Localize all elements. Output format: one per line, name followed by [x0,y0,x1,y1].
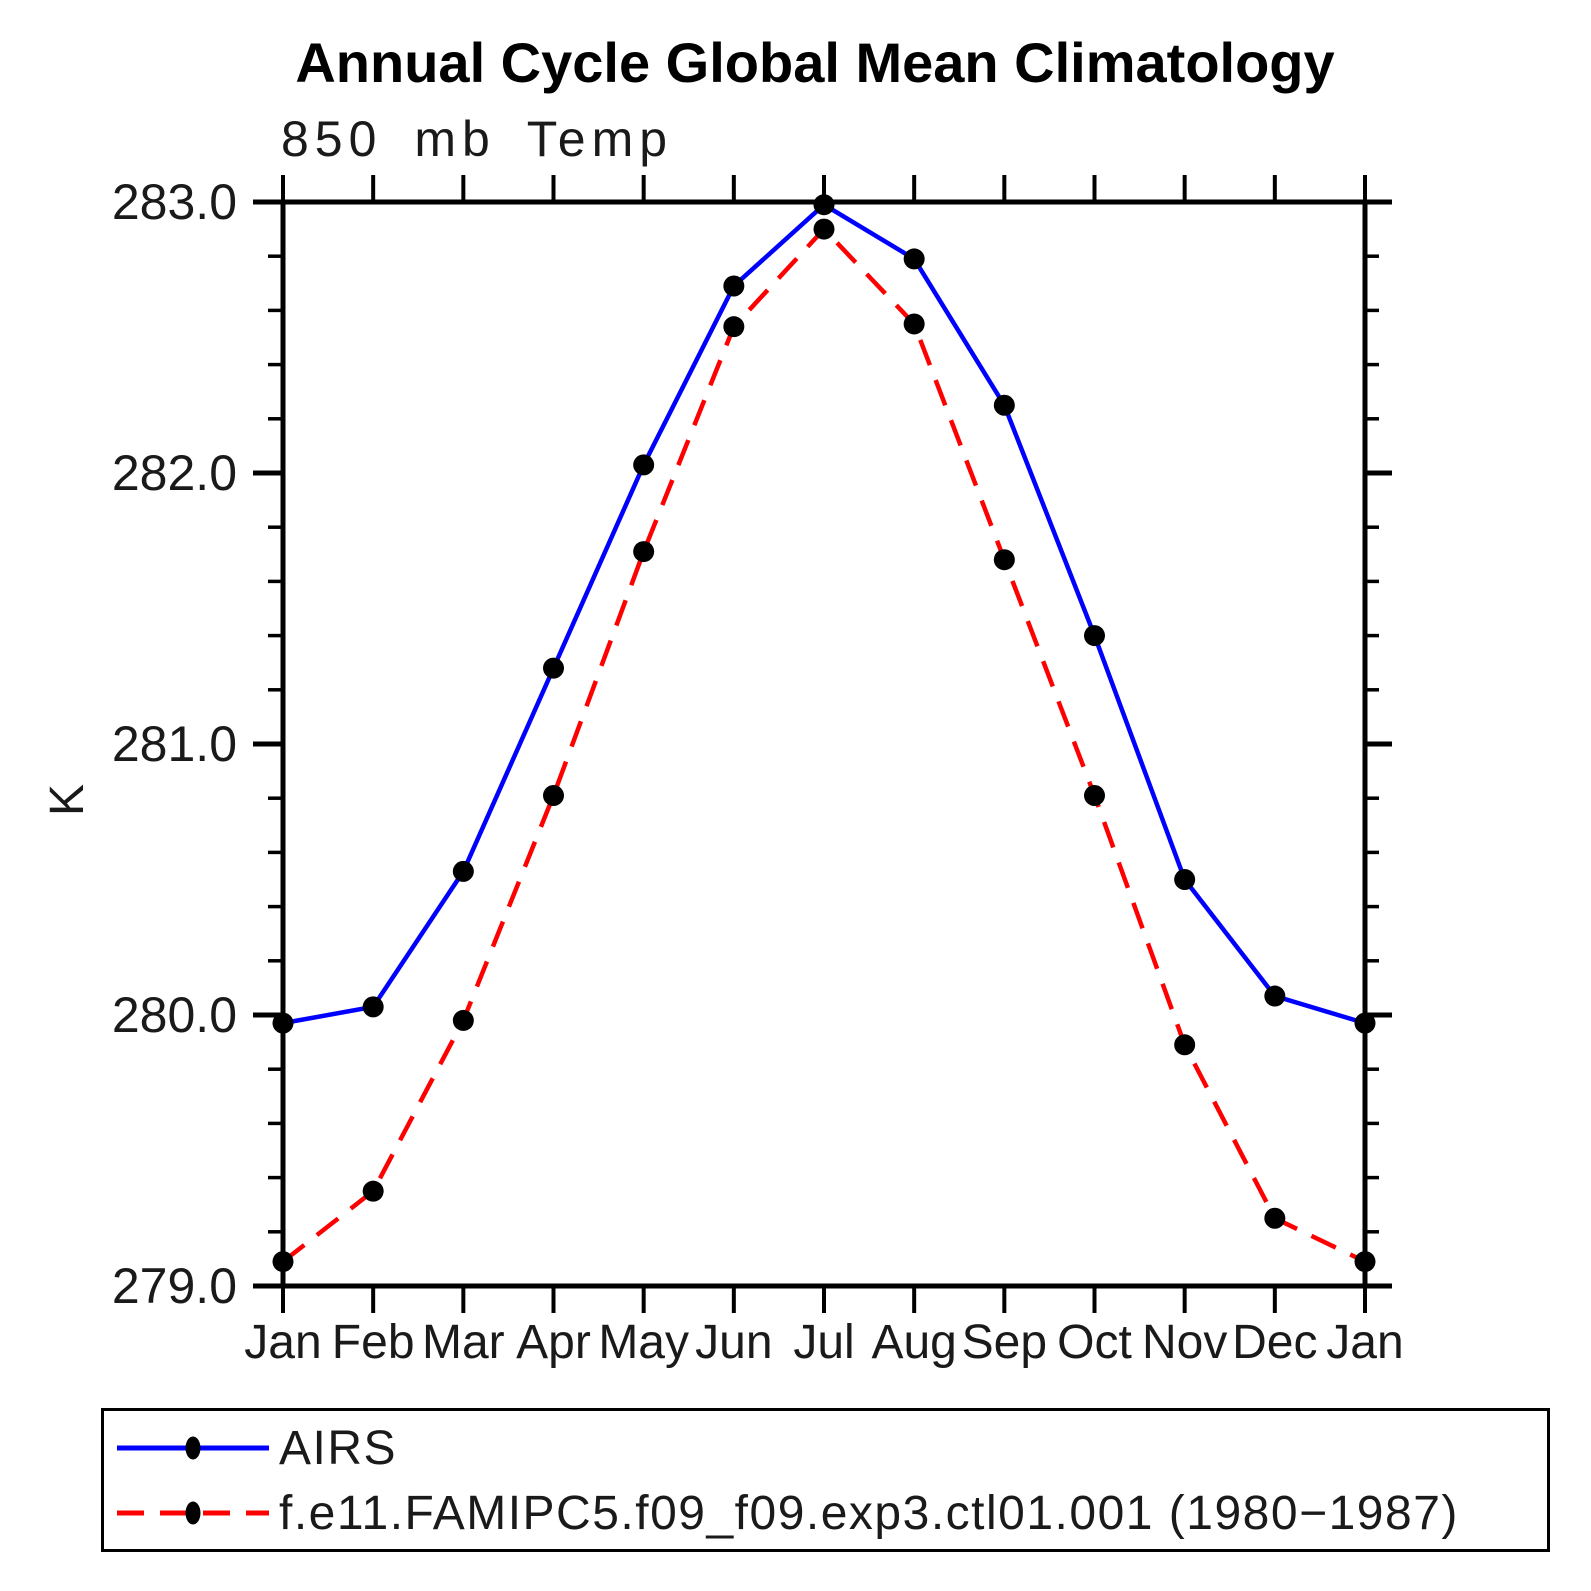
chart-subtitle: 850 mb Temp [281,111,674,167]
x-tick-label: Oct [1057,1316,1132,1369]
legend-label-airs: AIRS [279,1421,398,1475]
series-line-1 [281,225,1366,1264]
chart-title: Annual Cycle Global Mean Climatology [295,31,1335,94]
x-tick-label: Jan [244,1316,321,1369]
data-point-marker [993,549,1015,571]
legend-item-airs: AIRS [113,1422,397,1475]
data-point-marker [813,218,835,240]
x-tick-label: Jan [1326,1316,1403,1369]
data-point-marker [1354,1012,1376,1034]
data-point-marker [1084,784,1105,806]
y-tick-label: 282.0 [112,445,237,501]
data-point-marker [362,1180,384,1202]
x-tick-label: Feb [332,1316,415,1369]
x-tick-label: Apr [516,1316,591,1369]
data-point-marker [1174,1034,1196,1056]
data-point-marker [362,996,384,1018]
data-point-marker [633,541,655,563]
legend-sample-marker [185,1501,201,1525]
data-point-marker [1354,1251,1376,1273]
x-tick-label: Aug [871,1316,956,1369]
y-tick-label: 283.0 [112,174,237,230]
data-point-marker [272,1251,294,1273]
y-tick-label: 280.0 [112,987,237,1043]
data-point-marker [813,194,835,216]
data-point-marker [1174,869,1196,890]
data-point-marker [633,454,655,476]
x-tick-label: Dec [1232,1316,1317,1369]
legend-sample-marker [185,1436,201,1460]
data-point-marker [1084,625,1105,647]
x-tick-label: May [598,1316,689,1369]
data-point-marker [723,316,745,338]
data-point-marker [993,394,1015,416]
legend-line-sample-solid [117,1436,269,1460]
data-point-marker [903,313,925,335]
legend-label-model: f.e11.FAMIPC5.f09_f09.exp3.ctl01.001 (19… [279,1486,1459,1540]
data-point-marker [1264,1207,1286,1229]
data-point-marker [452,1009,474,1031]
x-tick-label: Sep [962,1316,1047,1369]
data-point-marker [1264,985,1286,1007]
x-tick-label: Jun [695,1316,772,1369]
data-point-marker [543,784,564,806]
data-point-marker [723,275,745,297]
legend-line-sample-dashed [117,1501,269,1525]
x-tick-label: Nov [1142,1316,1227,1369]
x-tick-label: Jul [793,1316,854,1369]
series-line-0 [282,201,1366,1026]
data-point-marker [452,860,474,882]
x-tick-label: Mar [422,1316,505,1369]
data-point-marker [543,657,564,679]
y-tick-label: 281.0 [112,716,237,772]
plot-border [280,199,1368,1289]
legend-item-model: f.e11.FAMIPC5.f09_f09.exp3.ctl01.001 (19… [113,1487,1459,1540]
legend-box: AIRS f.e11.FAMIPC5.f09_f09.exp3.ctl01.00… [101,1408,1550,1552]
data-point-marker [272,1012,294,1034]
y-tick-label: 279.0 [112,1258,237,1314]
data-point-marker [903,248,925,270]
